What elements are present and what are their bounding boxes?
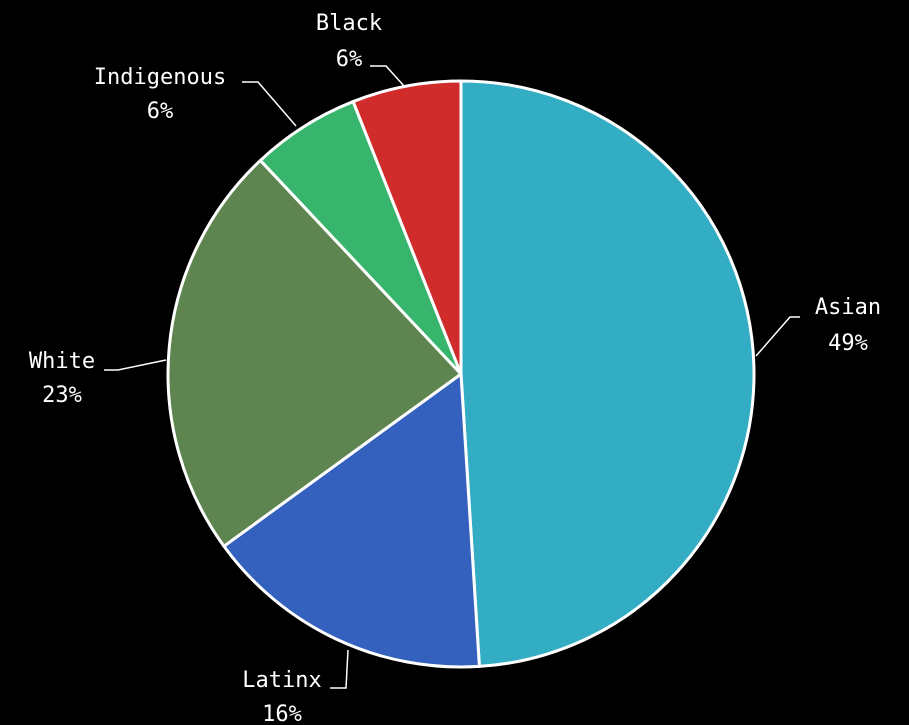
- leader-lines: [104, 65, 800, 689]
- leader-line-black: [370, 65, 405, 87]
- slice-value-latinx: 16%: [262, 702, 302, 725]
- pie-slice-white: [166, 158, 463, 548]
- pie-slices: [166, 79, 756, 669]
- slice-labels: Asian 49% Latinx 16% White 23% Indigenous 6% Bla…: [29, 11, 881, 725]
- slice-label-white: White: [29, 349, 95, 374]
- slice-label-latinx: Latinx: [242, 668, 321, 693]
- slice-value-white: 23%: [42, 383, 82, 408]
- pie-slice-asian: [459, 79, 756, 668]
- slice-label-indigenous: Indigenous: [94, 65, 226, 90]
- slice-label-asian: Asian: [815, 295, 881, 320]
- leader-line-white: [104, 359, 167, 371]
- pie-slice-latinx: [222, 372, 481, 669]
- slice-label-black: Black: [316, 11, 382, 36]
- leader-line-indigenous: [242, 81, 297, 127]
- slice-value-indigenous: 6%: [147, 99, 174, 124]
- leader-line-latinx: [330, 649, 349, 689]
- slice-value-asian: 49%: [828, 331, 868, 356]
- leader-line-asian: [755, 316, 800, 357]
- slice-value-black: 6%: [336, 47, 363, 72]
- pie-slice-black: [351, 79, 463, 376]
